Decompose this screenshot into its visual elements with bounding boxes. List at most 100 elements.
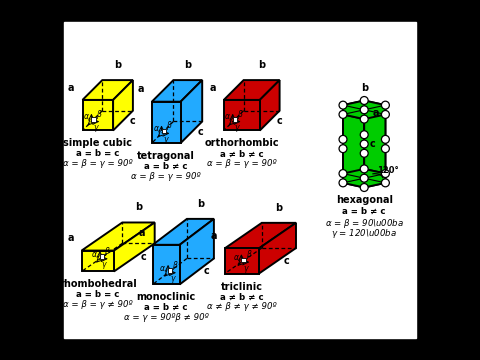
- Polygon shape: [224, 80, 279, 100]
- Circle shape: [360, 149, 368, 157]
- Polygon shape: [114, 222, 155, 271]
- Polygon shape: [180, 219, 214, 284]
- Text: $\beta$: $\beta$: [104, 245, 111, 258]
- Text: $\beta$: $\beta$: [166, 119, 172, 132]
- Circle shape: [382, 135, 389, 143]
- Circle shape: [382, 111, 389, 118]
- Text: a = b = c: a = b = c: [76, 149, 120, 158]
- Polygon shape: [343, 100, 385, 119]
- Text: a: a: [68, 83, 74, 93]
- Text: $\beta$: $\beta$: [246, 248, 252, 261]
- Text: a = b ≠ c: a = b ≠ c: [144, 303, 188, 312]
- Circle shape: [382, 170, 389, 177]
- Polygon shape: [225, 223, 296, 248]
- Text: $\beta$: $\beta$: [237, 108, 244, 121]
- Text: hexagonal: hexagonal: [336, 195, 393, 206]
- Polygon shape: [82, 222, 155, 251]
- Bar: [63, 22, 417, 338]
- Text: simple cubic: simple cubic: [63, 138, 132, 148]
- Text: $\gamma$: $\gamma$: [243, 264, 250, 275]
- Polygon shape: [168, 269, 172, 273]
- Text: $\gamma$: $\gamma$: [169, 274, 176, 285]
- Circle shape: [382, 145, 389, 153]
- Polygon shape: [260, 80, 279, 130]
- Text: c: c: [198, 127, 204, 137]
- Text: $\alpha$: $\alpha$: [233, 253, 240, 262]
- Text: orthorhombic: orthorhombic: [204, 138, 279, 148]
- Text: a: a: [138, 228, 145, 238]
- Text: a = b ≠ c: a = b ≠ c: [342, 206, 386, 215]
- Text: $\gamma$: $\gamma$: [234, 123, 241, 134]
- Text: a: a: [137, 85, 144, 94]
- Text: a: a: [209, 83, 216, 93]
- Text: c: c: [370, 139, 376, 149]
- Text: 120°: 120°: [377, 166, 398, 175]
- Circle shape: [360, 174, 368, 182]
- Text: monoclinic: monoclinic: [137, 292, 196, 302]
- Circle shape: [339, 145, 347, 153]
- Text: α = β = γ = 90º: α = β = γ = 90º: [132, 172, 201, 181]
- Circle shape: [360, 96, 368, 104]
- Polygon shape: [113, 80, 133, 130]
- Text: b: b: [135, 202, 142, 212]
- Text: α ≠ β ≠ γ ≠ 90º: α ≠ β ≠ γ ≠ 90º: [207, 302, 276, 311]
- Text: α = γ = 90ºβ ≠ 90º: α = γ = 90ºβ ≠ 90º: [124, 313, 209, 322]
- Polygon shape: [153, 219, 214, 245]
- Text: $\alpha$ = $\beta$ = 90\u00ba: $\alpha$ = $\beta$ = 90\u00ba: [324, 217, 404, 230]
- Polygon shape: [241, 258, 246, 262]
- Text: c: c: [141, 252, 146, 262]
- Text: α = β = γ = 90º: α = β = γ = 90º: [207, 159, 276, 168]
- Text: a = b = c: a = b = c: [76, 290, 120, 299]
- Polygon shape: [225, 248, 259, 274]
- Polygon shape: [82, 251, 114, 271]
- Text: $\gamma$: $\gamma$: [93, 123, 100, 134]
- Text: c: c: [130, 116, 135, 126]
- Polygon shape: [152, 102, 180, 143]
- Circle shape: [382, 101, 389, 109]
- Text: b: b: [184, 60, 192, 70]
- Polygon shape: [180, 80, 202, 143]
- Text: a: a: [372, 108, 379, 118]
- Text: α = β = γ = 90º: α = β = γ = 90º: [63, 159, 132, 168]
- Circle shape: [360, 184, 368, 192]
- Text: a: a: [210, 231, 217, 241]
- Text: $\alpha$: $\alpha$: [83, 112, 90, 121]
- Text: a ≠ b ≠ c: a ≠ b ≠ c: [220, 149, 264, 158]
- Text: $\alpha$: $\alpha$: [91, 249, 98, 258]
- Text: b: b: [114, 60, 121, 70]
- Circle shape: [339, 170, 347, 177]
- Text: $\gamma$: $\gamma$: [101, 260, 108, 271]
- Polygon shape: [152, 80, 202, 102]
- Text: b: b: [276, 203, 282, 213]
- Text: tetragonal: tetragonal: [137, 151, 195, 161]
- Polygon shape: [364, 100, 385, 174]
- Text: a = b ≠ c: a = b ≠ c: [144, 162, 188, 171]
- Circle shape: [360, 165, 368, 173]
- Text: $\alpha$: $\alpha$: [224, 112, 231, 121]
- Text: b: b: [258, 60, 265, 70]
- Circle shape: [339, 135, 347, 143]
- Text: a: a: [67, 233, 74, 243]
- Polygon shape: [83, 80, 133, 100]
- Polygon shape: [233, 117, 237, 122]
- Circle shape: [339, 179, 347, 187]
- Polygon shape: [91, 117, 96, 122]
- Circle shape: [360, 106, 368, 114]
- Text: a ≠ b ≠ c: a ≠ b ≠ c: [220, 292, 264, 301]
- Text: α = β = γ ≠ 90º: α = β = γ ≠ 90º: [63, 300, 132, 309]
- Circle shape: [339, 101, 347, 109]
- Text: c: c: [284, 256, 289, 266]
- Text: $\alpha$: $\alpha$: [153, 124, 160, 133]
- Polygon shape: [259, 223, 296, 274]
- Polygon shape: [83, 100, 113, 130]
- Polygon shape: [224, 100, 260, 130]
- Text: c: c: [204, 266, 209, 276]
- Text: $\alpha$: $\alpha$: [159, 264, 167, 273]
- Text: b: b: [360, 82, 368, 93]
- Text: rhombohedral: rhombohedral: [59, 279, 137, 289]
- Polygon shape: [364, 114, 385, 188]
- Polygon shape: [343, 114, 364, 188]
- Text: $\beta$: $\beta$: [172, 259, 179, 272]
- Text: b: b: [197, 199, 204, 209]
- Circle shape: [360, 115, 368, 123]
